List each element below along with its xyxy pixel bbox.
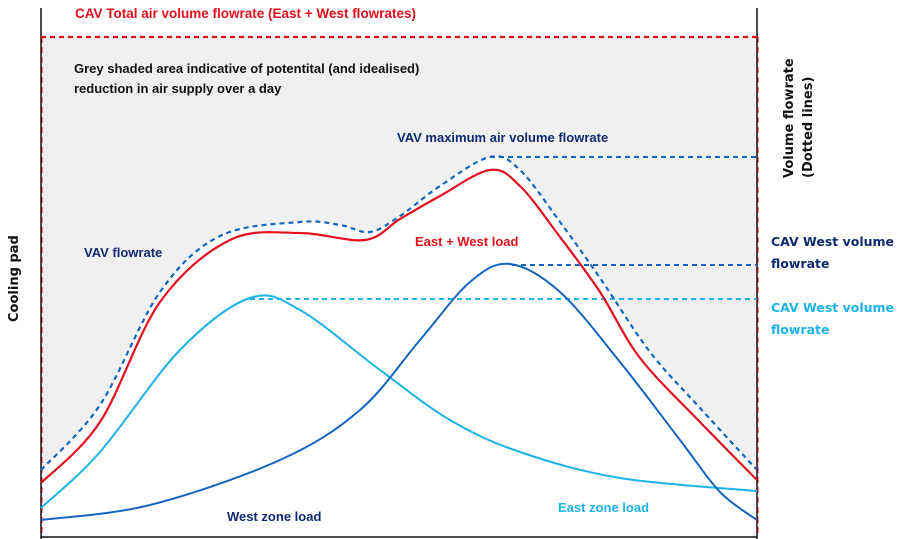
grey-note-line2: reduction in air supply over a day bbox=[74, 81, 282, 96]
east-zone-load-label: East zone load bbox=[558, 500, 650, 515]
cav-west-dark-label-2: flowrate bbox=[771, 256, 830, 271]
cav-total-label: CAV Total air volume flowrate (East + We… bbox=[75, 6, 416, 21]
east-west-load-curve bbox=[40, 168, 758, 484]
volume-flowrate-axis-label-2: (Dotted lines) bbox=[801, 76, 816, 178]
cav-west-dark-label-1: CAV West volume bbox=[771, 234, 895, 249]
grey-shaded-area bbox=[41, 37, 757, 470]
grey-note-line1: Grey shaded area indicative of potentita… bbox=[74, 61, 420, 76]
cav-west-light-label-1: CAV West volume bbox=[771, 300, 895, 315]
cooling-pad-axis-label: Cooling pad bbox=[7, 235, 22, 322]
west-zone-load-label: West zone load bbox=[227, 509, 322, 524]
vav-max-label: VAV maximum air volume flowrate bbox=[397, 130, 609, 145]
cav-west-light-label-2: flowrate bbox=[771, 322, 830, 337]
volume-flowrate-axis-label-1: Volume flowrate bbox=[782, 58, 797, 178]
vav-flowrate-label: VAV flowrate bbox=[84, 245, 163, 260]
east-west-load-label: East + West load bbox=[415, 234, 519, 249]
west-zone-load-curve bbox=[40, 262, 758, 521]
east-zone-load-curve bbox=[40, 294, 758, 509]
